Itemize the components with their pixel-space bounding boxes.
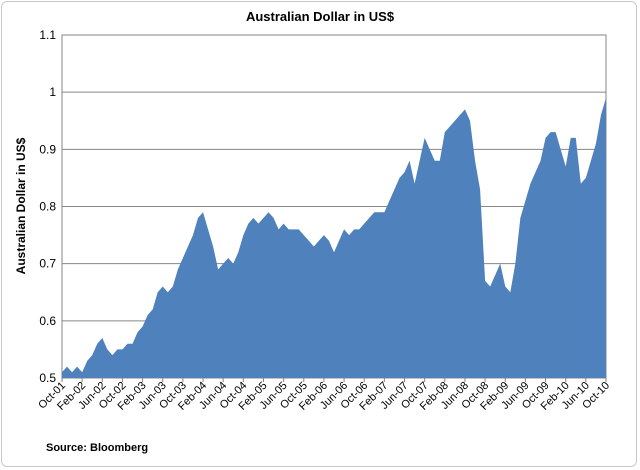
source-note: Source: Bloomberg	[46, 442, 149, 454]
y-tick-label: 0.8	[39, 200, 56, 214]
y-tick-label: 1.1	[39, 28, 56, 42]
x-axis-ticks: Oct-01Feb-02Jun-02Oct-02Feb-03Jun-03Oct-…	[36, 378, 612, 413]
y-tick-label: 0.6	[39, 314, 56, 328]
y-tick-label: 0.9	[39, 142, 56, 156]
y-tick-label: 0.7	[39, 257, 56, 271]
y-axis-ticks: 0.5 0.6 0.7 0.8 0.9 1 1.1	[39, 28, 56, 385]
y-tick-label: 0.5	[39, 371, 56, 385]
y-tick-label: 1	[49, 85, 56, 99]
series-area	[62, 97, 606, 378]
chart-title: Australian Dollar in US$	[245, 9, 395, 24]
